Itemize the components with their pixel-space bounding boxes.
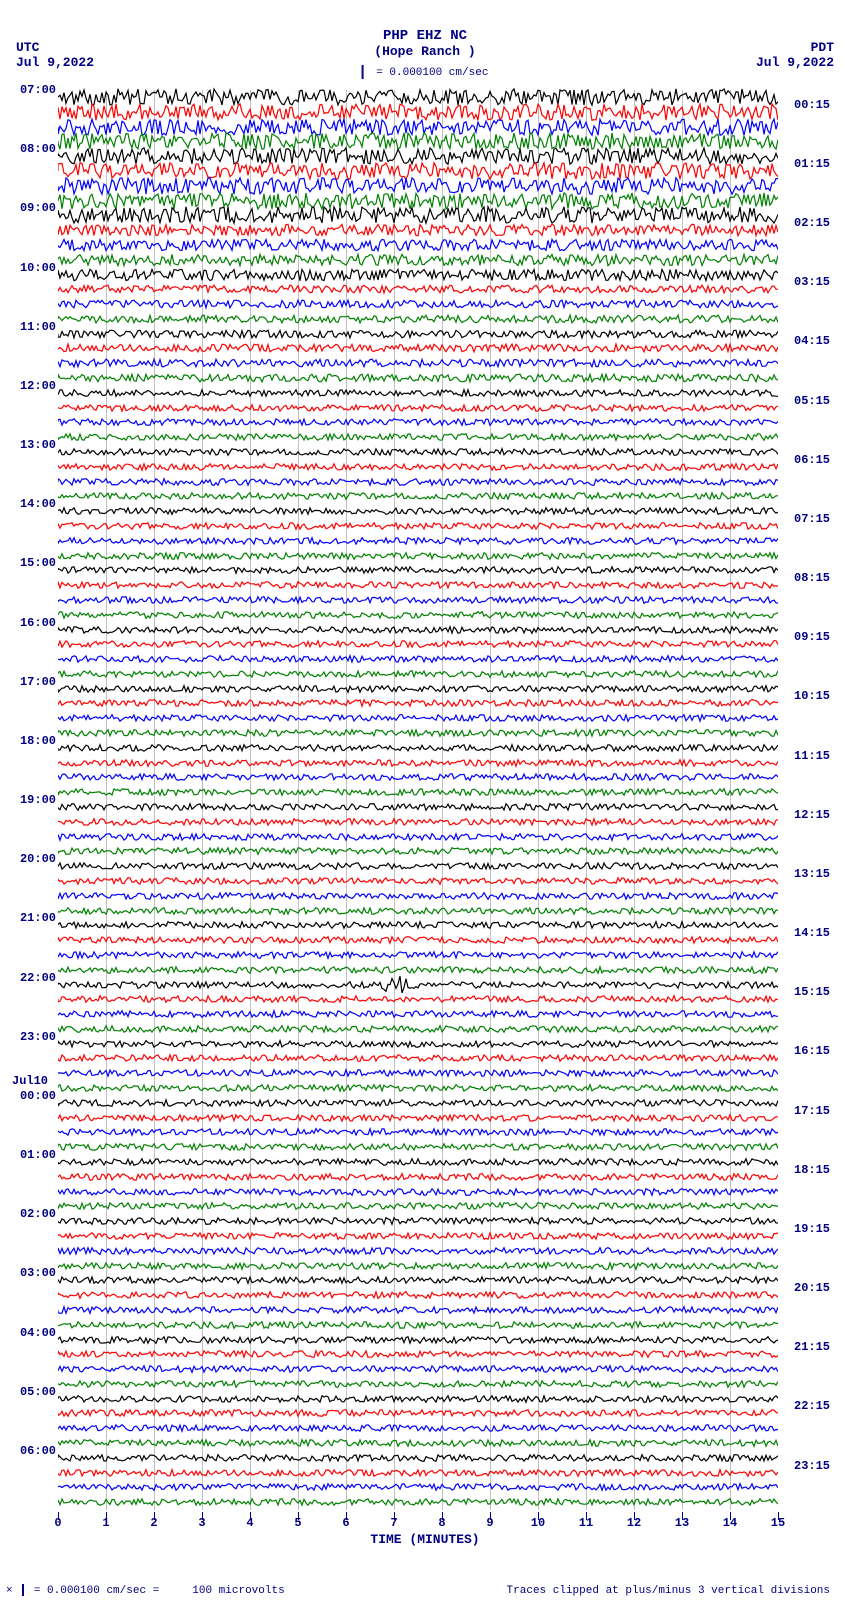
footer-scale-a: = 0.000100 cm/sec = — [34, 1585, 159, 1597]
pdt-time-label: 19:15 — [794, 1222, 838, 1236]
pdt-time-label: 18:15 — [794, 1163, 838, 1177]
x-tick-label: 4 — [246, 1516, 253, 1530]
x-tick-label: 3 — [198, 1516, 205, 1530]
scale-label: = 0.000100 cm/sec — [376, 67, 488, 79]
pdt-time-label: 12:15 — [794, 808, 838, 822]
utc-time-label: 09:00 — [12, 201, 56, 215]
pdt-time-label: 08:15 — [794, 571, 838, 585]
pdt-time-label: 22:15 — [794, 1399, 838, 1413]
x-tick-label: 12 — [627, 1516, 641, 1530]
utc-time-label: 02:00 — [12, 1207, 56, 1221]
pdt-time-label: 20:15 — [794, 1281, 838, 1295]
utc-time-label: 13:00 — [12, 438, 56, 452]
utc-time-label: 03:00 — [12, 1266, 56, 1280]
utc-time-label: 05:00 — [12, 1385, 56, 1399]
pdt-time-label: 02:15 — [794, 216, 838, 230]
pdt-time-label: 15:15 — [794, 985, 838, 999]
pdt-time-label: 07:15 — [794, 512, 838, 526]
utc-time-label: 08:00 — [12, 142, 56, 156]
utc-time-label: 12:00 — [12, 379, 56, 393]
tz-right: PDT — [756, 40, 834, 55]
utc-time-label: 23:00 — [12, 1030, 56, 1044]
station-title: PHP EHZ NC — [0, 28, 850, 44]
x-tick-label: 15 — [771, 1516, 785, 1530]
x-tick-label: 2 — [150, 1516, 157, 1530]
header-left: UTC Jul 9,2022 — [16, 40, 94, 70]
footer-scale-b: 100 microvolts — [192, 1585, 284, 1597]
x-tick-label: 7 — [390, 1516, 397, 1530]
seismogram-container: PHP EHZ NC (Hope Ranch ) = 0.000100 cm/s… — [0, 0, 850, 1613]
station-subtitle: (Hope Ranch ) — [0, 44, 850, 59]
pdt-time-label: 23:15 — [794, 1459, 838, 1473]
date-left: Jul 9,2022 — [16, 55, 94, 70]
tz-left: UTC — [16, 40, 94, 55]
scale-indicator-top: = 0.000100 cm/sec — [362, 65, 489, 79]
scale-bar-icon — [362, 65, 364, 79]
footer-left: × = 0.000100 cm/sec = 100 microvolts — [6, 1584, 285, 1597]
x-tick-label: 6 — [342, 1516, 349, 1530]
utc-time-label: 19:00 — [12, 793, 56, 807]
utc-time-label: 00:00 — [12, 1089, 56, 1103]
pdt-time-label: 05:15 — [794, 394, 838, 408]
x-tick-label: 0 — [54, 1516, 61, 1530]
helicorder-plot — [58, 90, 778, 1510]
pdt-time-label: 10:15 — [794, 689, 838, 703]
footer-marker: × — [6, 1585, 13, 1597]
utc-time-label: 18:00 — [12, 734, 56, 748]
pdt-time-label: 21:15 — [794, 1340, 838, 1354]
x-tick-label: 11 — [579, 1516, 593, 1530]
pdt-time-label: 13:15 — [794, 867, 838, 881]
pdt-time-label: 16:15 — [794, 1044, 838, 1058]
pdt-time-label: 03:15 — [794, 275, 838, 289]
utc-time-label: 07:00 — [12, 83, 56, 97]
x-tick-label: 8 — [438, 1516, 445, 1530]
x-tick-label: 14 — [723, 1516, 737, 1530]
pdt-time-label: 09:15 — [794, 630, 838, 644]
utc-time-label: 15:00 — [12, 556, 56, 570]
utc-time-label: 04:00 — [12, 1326, 56, 1340]
utc-time-label: 06:00 — [12, 1444, 56, 1458]
scale-bar-icon — [22, 1584, 24, 1596]
pdt-time-label: 00:15 — [794, 98, 838, 112]
pdt-time-label: 06:15 — [794, 453, 838, 467]
pdt-time-label: 04:15 — [794, 334, 838, 348]
x-axis-title: TIME (MINUTES) — [370, 1532, 479, 1547]
utc-time-label: 14:00 — [12, 497, 56, 511]
utc-time-label: 01:00 — [12, 1148, 56, 1162]
pdt-time-label: 14:15 — [794, 926, 838, 940]
utc-time-label: 10:00 — [12, 261, 56, 275]
header: PHP EHZ NC (Hope Ranch ) — [0, 28, 850, 59]
footer-right: Traces clipped at plus/minus 3 vertical … — [507, 1585, 830, 1597]
utc-day-label: Jul10 — [12, 1074, 48, 1088]
header-right: PDT Jul 9,2022 — [756, 40, 834, 70]
utc-time-label: 16:00 — [12, 616, 56, 630]
utc-time-label: 20:00 — [12, 852, 56, 866]
x-tick-label: 9 — [486, 1516, 493, 1530]
x-tick-label: 13 — [675, 1516, 689, 1530]
x-tick-label: 1 — [102, 1516, 109, 1530]
x-tick-label: 10 — [531, 1516, 545, 1530]
pdt-time-label: 01:15 — [794, 157, 838, 171]
date-right: Jul 9,2022 — [756, 55, 834, 70]
x-tick-label: 5 — [294, 1516, 301, 1530]
utc-time-label: 11:00 — [12, 320, 56, 334]
pdt-time-label: 11:15 — [794, 749, 838, 763]
pdt-time-label: 17:15 — [794, 1104, 838, 1118]
utc-time-label: 17:00 — [12, 675, 56, 689]
seismic-trace — [58, 1495, 778, 1509]
utc-time-label: 21:00 — [12, 911, 56, 925]
utc-time-label: 22:00 — [12, 971, 56, 985]
